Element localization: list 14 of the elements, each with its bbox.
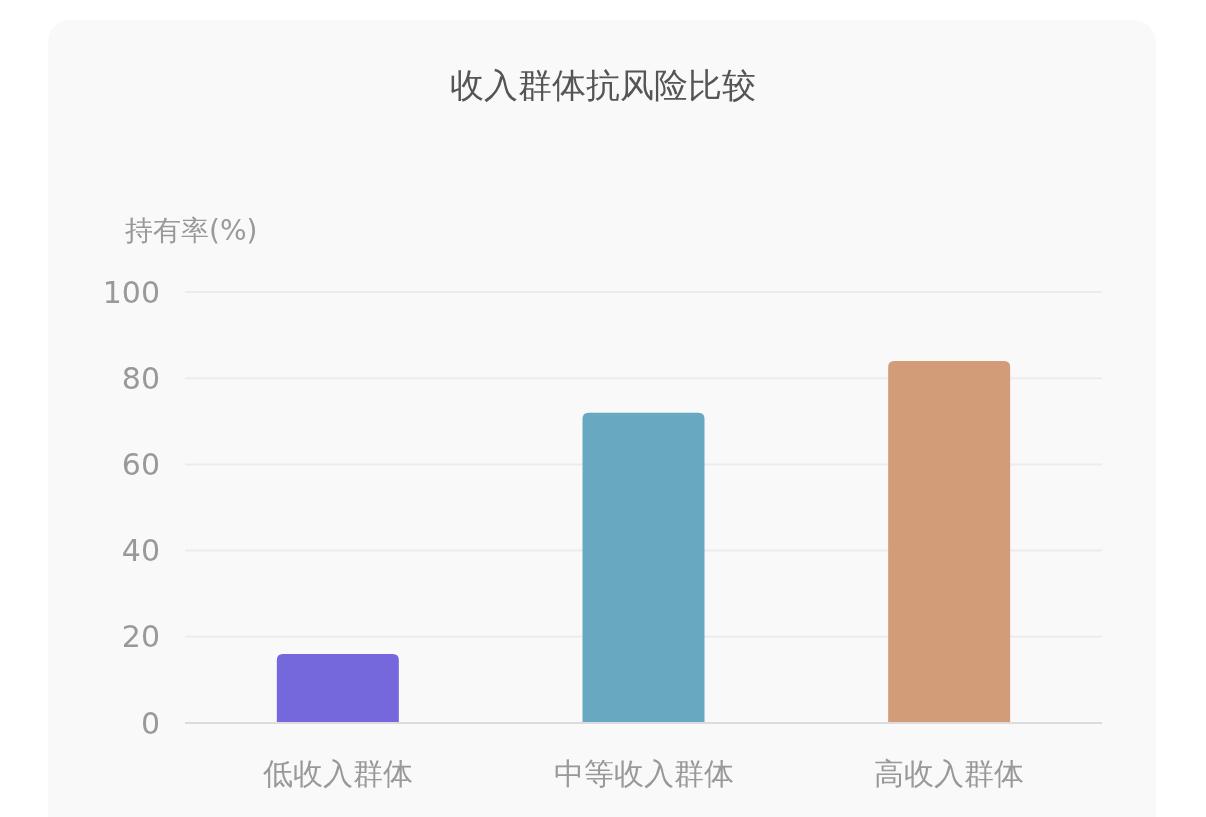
y-tick-label: 100 (102, 274, 160, 310)
y-tick-label: 40 (121, 533, 160, 569)
y-tick-label: 20 (121, 619, 160, 655)
x-tick-label: 高收入群体 (874, 756, 1025, 791)
x-tick-label: 中等收入群体 (553, 756, 734, 791)
bar (888, 360, 1011, 723)
y-tick-label: 80 (121, 360, 160, 396)
y-tick-label: 60 (121, 446, 160, 482)
chart-title: 收入群体抗风险比较 (450, 65, 756, 105)
bar (582, 412, 705, 723)
y-axis-title: 持有率(%) (125, 214, 258, 247)
y-tick-label: 0 (140, 705, 160, 741)
x-tick-label: 低收入群体 (262, 756, 413, 791)
bar (276, 654, 399, 723)
